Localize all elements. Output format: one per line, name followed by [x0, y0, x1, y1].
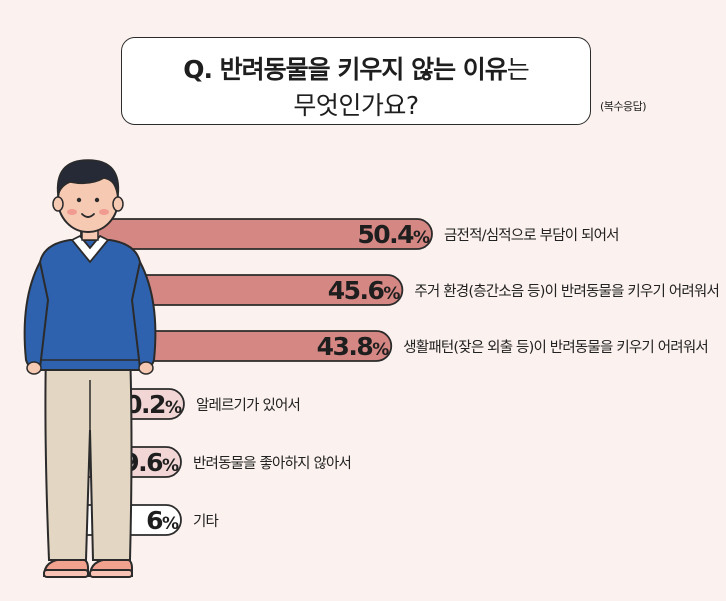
- category-label: 기타: [193, 513, 219, 530]
- bar: [80, 274, 404, 306]
- data-label-unit: %: [162, 514, 179, 534]
- chart-title-line1: Q. 반려동물을 키우지 않는 이유는: [122, 50, 590, 86]
- category-label: 알레르기가 있어서: [196, 397, 300, 414]
- multiple-response-note: (복수응답): [600, 100, 647, 113]
- left-sole: [43, 569, 89, 578]
- trousers: [44, 349, 133, 561]
- data-label-unit: %: [165, 398, 182, 418]
- data-label-unit: %: [383, 284, 400, 304]
- bar: [80, 218, 433, 250]
- data-label-unit: %: [162, 456, 179, 476]
- category-label: 주거 환경(층간소음 등)이 반려동물을 키우기 어려워서: [414, 283, 719, 300]
- data-label-unit: %: [413, 228, 430, 248]
- chart-title-light: 는: [506, 55, 530, 84]
- character-illustration: [23, 159, 157, 578]
- category-label: 반려동물을 좋아하지 않아서: [193, 455, 351, 472]
- data-label-unit: %: [372, 340, 389, 360]
- category-label: 금전적/심적으로 부담이 되어서: [444, 227, 619, 244]
- shirt-collar: [70, 234, 110, 264]
- title-box: Q. 반려동물을 키우지 않는 이유는 무엇인가요?: [121, 37, 591, 125]
- right-sole: [89, 569, 133, 578]
- data-label: 50.4: [357, 220, 414, 249]
- data-label: 6: [146, 506, 163, 535]
- data-label: 45.6: [328, 276, 385, 305]
- chart-title-bold: Q. 반려동물을 키우지 않는 이유: [183, 55, 508, 84]
- chart-title-line2: 무엇인가요?: [293, 91, 419, 120]
- bars-layer: 50.4% 금전적/심적으로 부담이 되어서 45.6% 주거 환경(층간소음 등)이…: [80, 218, 720, 536]
- hair: [56, 159, 120, 197]
- bar: [80, 330, 393, 362]
- category-label: 생활패턴(잦은 외출 등)이 반려동물을 키우기 어려워서: [403, 339, 708, 356]
- data-label: 43.8: [317, 332, 373, 361]
